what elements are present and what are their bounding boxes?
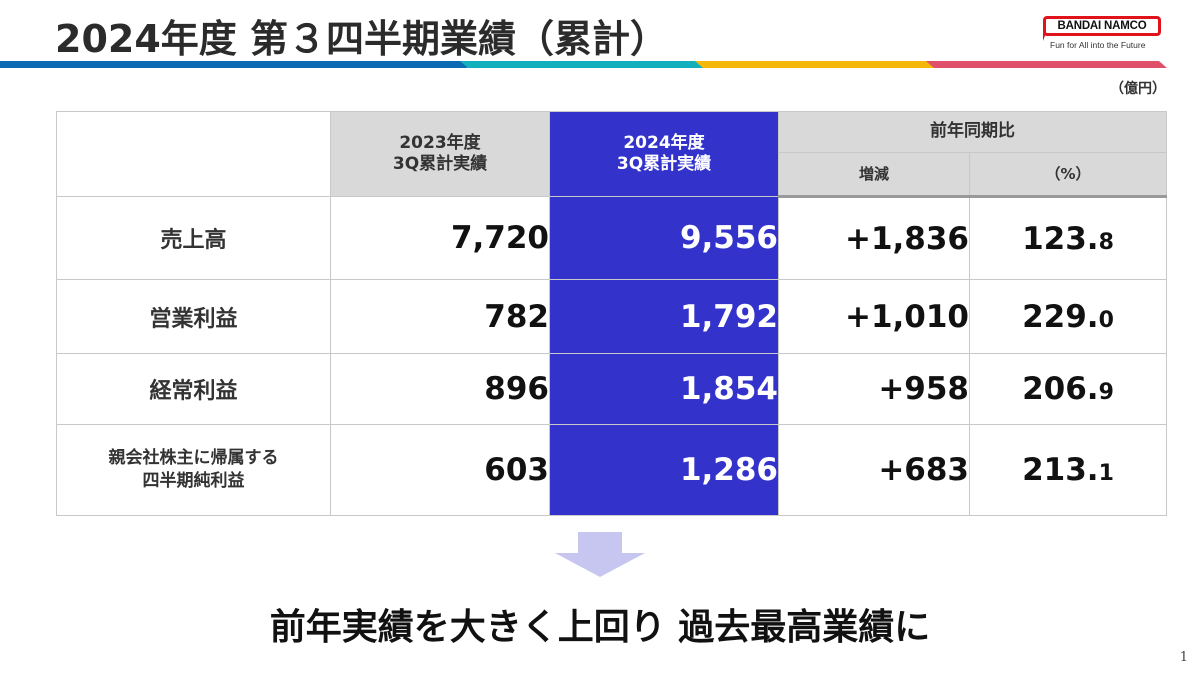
page-number: 1 [1179,650,1188,665]
cell-percent: 213.1 [969,424,1167,516]
row-label: 経常利益 [56,353,331,425]
header-fy2023: 2023年度 3Q累計実績 [330,111,550,197]
cell-change: +1,010 [778,279,970,354]
row-label-line1: 親会社株主に帰属する [108,448,279,469]
cell-percent: 206.9 [969,353,1167,425]
color-bar-blue [0,61,475,68]
header-fy2023-line2: 3Q累計実績 [392,154,488,174]
cell-percent: 229.0 [969,279,1167,354]
cell-cur: 1,854 [549,353,779,425]
color-bar-yellow [695,61,941,68]
cell-cur: 9,556 [549,196,779,280]
arrow-shaft [578,532,622,553]
row-label: 親会社株主に帰属する 四半期純利益 [56,424,331,516]
table-row-net-income: 親会社株主に帰属する 四半期純利益 603 1,286 +683 213.1 [56,424,1167,516]
table-subheader-row: 増減 （%） [57,152,1167,198]
pct-dec: 1 [1098,461,1114,486]
pct-int: 213. [1022,452,1099,488]
cell-cur: 1,792 [549,279,779,354]
header-fy2024: 2024年度 3Q累計実績 [549,111,779,197]
table-row-ordinary-income: 経常利益 896 1,854 +958 206.9 [56,353,1167,425]
arrow-head [555,553,645,577]
table-row-net-sales: 売上高 7,720 9,556 +1,836 123.8 [56,196,1167,280]
table-row-operating-income: 営業利益 782 1,792 +1,010 229.0 [56,279,1167,354]
financial-results-table: 2023年度 3Q累計実績 2024年度 3Q累計実績 前年同期比 増減 （%）… [56,111,1167,516]
header-blank-cell [56,111,331,197]
header-yoy-group: 前年同期比 [778,111,1167,153]
pct-int: 206. [1022,371,1099,407]
cell-change: +683 [778,424,970,516]
cell-percent: 123.8 [969,196,1167,280]
color-bar-teal [460,61,710,68]
cell-change: +958 [778,353,970,425]
bandai-namco-logo: BANDAI NAMCO Fun for All into the Future [1040,16,1166,56]
pct-int: 229. [1022,298,1099,335]
pct-dec: 8 [1098,229,1114,255]
header-percent: （%） [969,152,1167,198]
header-fy2023-line1: 2023年度 [399,132,481,153]
color-bar-red [926,61,1167,68]
table-header-row: 2023年度 3Q累計実績 2024年度 3Q累計実績 前年同期比 [56,111,1167,197]
cell-prev: 782 [330,279,550,354]
conclusion-text: 前年実績を大きく上回り 過去最高業績に [269,607,931,648]
cell-change: +1,836 [778,196,970,280]
unit-label: （億円） [1110,81,1166,97]
logo-speech-tail-icon [1043,33,1046,41]
row-label-line2: 四半期純利益 [142,471,245,491]
header-change: 増減 [778,152,970,198]
cell-cur: 1,286 [549,424,779,516]
row-label: 営業利益 [56,279,331,354]
slide-title: 2024年度 第３四半期業績（累計） [55,17,668,61]
pct-dec: 9 [1098,380,1114,405]
cell-prev: 7,720 [330,196,550,280]
cell-prev: 896 [330,353,550,425]
logo-tagline: Fun for All into the Future [1050,40,1146,50]
cell-prev: 603 [330,424,550,516]
pct-int: 123. [1022,220,1099,257]
logo-brand: BANDAI NAMCO [1043,16,1161,36]
down-arrow-icon [555,532,645,578]
pct-dec: 0 [1098,307,1114,333]
header-fy2024-line1: 2024年度 [623,132,705,153]
header-fy2024-line2: 3Q累計実績 [616,154,712,174]
row-label: 売上高 [56,196,331,280]
